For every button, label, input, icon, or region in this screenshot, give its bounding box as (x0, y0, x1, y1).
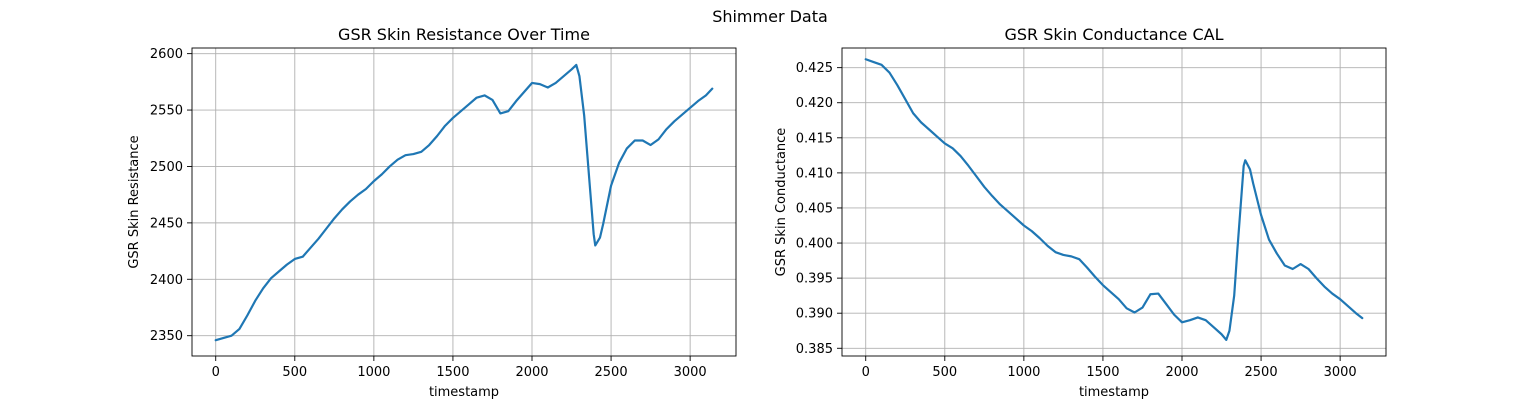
figure-suptitle: Shimmer Data (712, 7, 828, 26)
resistance-y-axis-label: GSR Skin Resistance (127, 135, 142, 268)
resistance-ytick-label-5: 2600 (150, 47, 183, 62)
conductance-chart: 0 500 1000 1500 2000 2500 3000 0.385 0.390 0.395 0… (774, 25, 1387, 400)
resistance-plot-frame (191, 47, 737, 357)
resistance-xtick-label-4: 2000 (515, 365, 548, 380)
conductance-ytick-label-3: 0.400 (796, 237, 833, 252)
conductance-xtick-label-1: 500 (932, 365, 957, 380)
conductance-xtick-label-6: 3000 (1324, 365, 1357, 380)
resistance-ytick-label-3: 2500 (150, 160, 183, 175)
resistance-xtick-label-3: 1500 (436, 365, 469, 380)
conductance-ytick-label-8: 0.425 (796, 61, 833, 76)
conductance-ytick-label-0: 0.385 (796, 342, 833, 357)
conductance-ytick-label-2: 0.395 (796, 272, 833, 287)
conductance-ytick-label-5: 0.410 (796, 166, 833, 181)
resistance-series-line-0 (214, 63, 714, 342)
resistance-xtick-label-1: 500 (282, 365, 307, 380)
conductance-series-line-0 (864, 58, 1364, 341)
resistance-ytick-label-4: 2550 (150, 104, 183, 119)
conductance-ytick-label-4: 0.405 (796, 201, 833, 216)
conductance-x-axis-label: timestamp (1079, 385, 1149, 400)
conductance-ytick-label-6: 0.415 (796, 131, 833, 146)
resistance-xtick-label-2: 1000 (357, 365, 390, 380)
conductance-ytick-label-1: 0.390 (796, 307, 833, 322)
resistance-ytick-label-2: 2450 (150, 216, 183, 231)
conductance-xtick-label-4: 2000 (1165, 365, 1198, 380)
resistance-chart: 0 500 1000 1500 2000 2500 3000 2350 2400 2450 2500… (127, 25, 737, 400)
conductance-xtick-label-0: 0 (862, 365, 870, 380)
resistance-xtick-label-0: 0 (212, 365, 220, 380)
resistance-xtick-label-5: 2500 (595, 365, 628, 380)
resistance-x-axis-label: timestamp (429, 385, 499, 400)
resistance-ytick-label-1: 2400 (150, 273, 183, 288)
conductance-plot-frame (841, 47, 1387, 357)
conductance-xtick-label-3: 1500 (1086, 365, 1119, 380)
conductance-xtick-label-2: 1000 (1007, 365, 1040, 380)
resistance-ytick-label-0: 2350 (150, 329, 183, 344)
conductance-xtick-label-5: 2500 (1245, 365, 1278, 380)
resistance-chart-title: GSR Skin Resistance Over Time (338, 25, 590, 44)
conductance-chart-title: GSR Skin Conductance CAL (1004, 25, 1223, 44)
conductance-y-axis-label: GSR Skin Conductance (774, 128, 789, 277)
resistance-xtick-label-6: 3000 (674, 365, 707, 380)
conductance-ytick-label-7: 0.420 (796, 96, 833, 111)
